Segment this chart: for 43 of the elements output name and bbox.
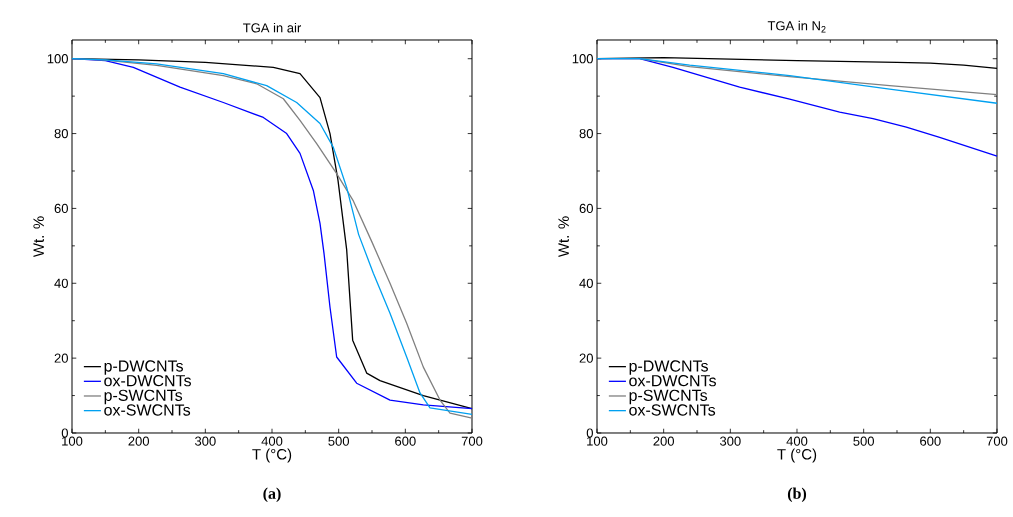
x-tick-label: 300 bbox=[719, 436, 741, 446]
y-tick-label: 80 bbox=[579, 128, 593, 139]
text: (a) bbox=[263, 487, 281, 503]
legend-label: p-SWCNTs bbox=[104, 389, 183, 405]
legend-label: p-SWCNTs bbox=[629, 389, 708, 405]
legend-label: p-DWCNTs bbox=[104, 360, 183, 375]
x-tick-label: 500 bbox=[853, 436, 874, 446]
x-tick-label: 600 bbox=[395, 436, 416, 446]
y-tick-label: 0 bbox=[586, 428, 593, 438]
y-tick-label: 0 bbox=[61, 428, 68, 438]
x-axis-title: T (°C) bbox=[777, 448, 817, 463]
y-tick-label: 60 bbox=[54, 203, 68, 214]
x-tick-label: 400 bbox=[261, 436, 283, 446]
text: (b) bbox=[787, 487, 807, 503]
y-tick-label: 80 bbox=[54, 128, 68, 139]
y-tick-label: 100 bbox=[572, 54, 593, 64]
y-tick-label: 60 bbox=[579, 203, 593, 214]
legend-label: ox-DWCNTs bbox=[104, 374, 191, 387]
legend-label: ox-SWCNTs bbox=[104, 404, 191, 416]
x-tick-label: 200 bbox=[653, 436, 675, 446]
chart-title: TGA in N$_{2}$ bbox=[767, 20, 826, 33]
x-tick-label: 500 bbox=[328, 436, 350, 446]
x-tick-label: 100 bbox=[62, 436, 83, 446]
y-tick-label: 40 bbox=[54, 278, 68, 288]
x-tick-label: 100 bbox=[587, 436, 608, 446]
x-tick-label: 400 bbox=[786, 436, 808, 446]
x-tick-label: 600 bbox=[920, 436, 941, 446]
x-tick-label: 200 bbox=[128, 436, 150, 446]
legend-label: p-DWCNTs bbox=[629, 360, 708, 375]
y-tick-label: 20 bbox=[579, 353, 593, 363]
legend-label: ox-DWCNTs bbox=[629, 374, 716, 387]
legend-label: ox-SWCNTs bbox=[629, 404, 716, 416]
y-tick-label: 40 bbox=[579, 278, 593, 288]
x-tick-label: 700 bbox=[461, 436, 483, 446]
y-tick-label: 20 bbox=[54, 353, 68, 363]
x-tick-label: 300 bbox=[195, 436, 216, 446]
x-tick-label: 700 bbox=[986, 436, 1008, 446]
y-tick-label: 100 bbox=[47, 54, 68, 64]
y-axis-title: Wt. % bbox=[558, 216, 569, 258]
line-series bbox=[596, 58, 998, 104]
y-axis-title: Wt. % bbox=[33, 216, 44, 258]
x-axis-title: T (°C) bbox=[252, 448, 292, 463]
chart-title: TGA in air bbox=[243, 22, 302, 33]
